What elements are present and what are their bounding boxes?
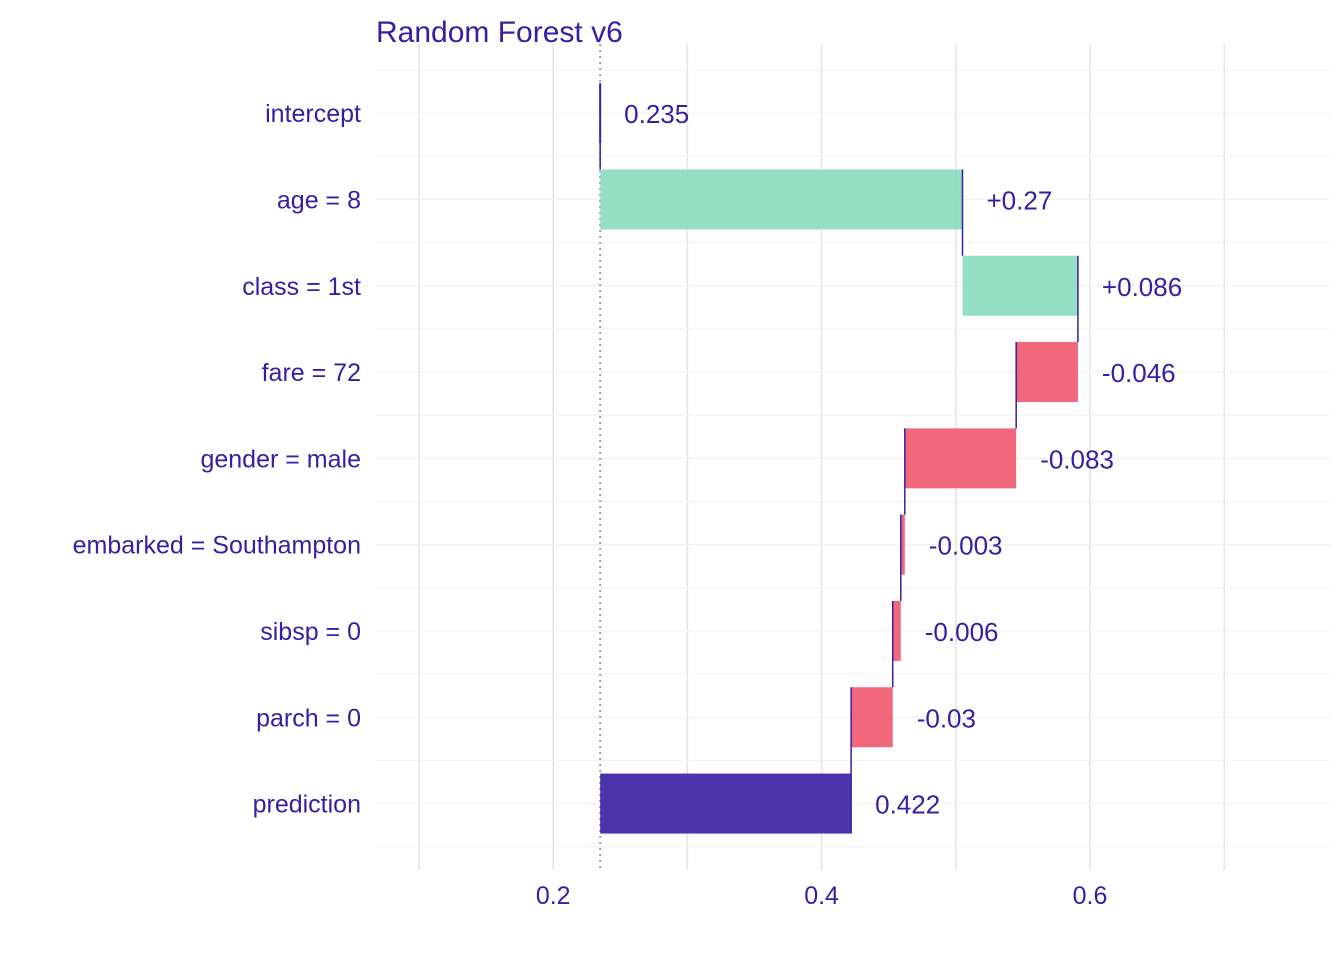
value-label: -0.03	[917, 703, 976, 733]
category-label: fare = 72	[262, 359, 361, 387]
bars-group	[599, 83, 1079, 834]
x-axis-ticks: 0.2 0.4 0.6	[536, 882, 1108, 910]
bar-positive	[962, 255, 1078, 316]
bar-prediction	[600, 773, 852, 834]
value-label: +0.27	[987, 185, 1053, 215]
value-label: -0.083	[1040, 444, 1114, 474]
category-label: sibsp = 0	[260, 618, 361, 646]
value-label: -0.046	[1102, 358, 1176, 388]
category-label: age = 8	[277, 186, 361, 214]
bar-positive	[600, 169, 963, 230]
value-label: 0.235	[624, 99, 689, 129]
bar-negative	[1016, 342, 1078, 403]
bar-negative	[900, 514, 905, 575]
category-label: gender = male	[200, 445, 361, 473]
category-label: embarked = Southampton	[73, 532, 361, 560]
chart-title: Random Forest v6	[376, 16, 623, 49]
value-label: -0.003	[929, 531, 1003, 561]
x-tick-label: 0.4	[804, 882, 839, 910]
x-tick-label: 0.6	[1073, 882, 1108, 910]
category-label: parch = 0	[256, 704, 361, 732]
bar-negative	[904, 428, 1017, 489]
category-label: class = 1st	[242, 273, 361, 301]
category-label: intercept	[265, 100, 361, 128]
x-tick-label: 0.2	[536, 882, 571, 910]
value-label: 0.422	[875, 790, 940, 820]
value-label: -0.006	[925, 617, 999, 647]
bar-negative	[851, 687, 893, 748]
labels-group: intercept 0.235 age = 8 +0.27 class = 1st +0.…	[73, 99, 1183, 819]
bar-negative	[892, 600, 901, 661]
value-label: +0.086	[1102, 272, 1182, 302]
connectors-group	[599, 143, 1079, 774]
category-label: prediction	[253, 791, 361, 819]
